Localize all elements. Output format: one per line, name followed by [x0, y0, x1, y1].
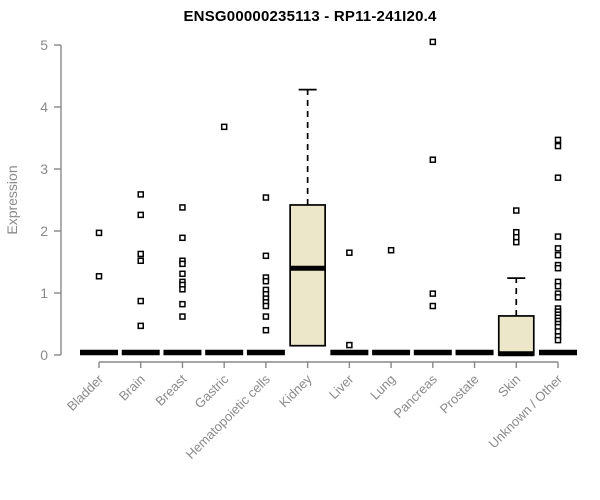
box-rect: [289, 204, 326, 347]
outlier-point: [554, 136, 562, 144]
outlier-point: [387, 246, 395, 254]
x-category-label: Bladder: [64, 371, 107, 414]
chart-title: ENSG00000235113 - RP11-241I20.4: [183, 8, 437, 25]
outlier-point: [513, 207, 520, 214]
x-category-label: Pancreas: [390, 371, 440, 421]
outlier-point: [262, 313, 270, 320]
outlier-point: [554, 174, 562, 181]
outlier-point: [346, 341, 353, 349]
x-category-label: Brain: [116, 372, 148, 404]
outlier-point: [137, 250, 144, 258]
outlier-point: [179, 260, 186, 268]
box-rect: [497, 315, 535, 356]
outlier-point: [137, 322, 144, 330]
outlier-point: [429, 38, 437, 46]
outlier-point: [554, 336, 562, 344]
outlier-point: [179, 234, 186, 242]
outlier-point: [554, 251, 562, 259]
outlier-point: [429, 290, 437, 297]
outlier-point: [220, 123, 228, 131]
outlier-point: [554, 264, 562, 272]
outlier-point: [179, 270, 186, 278]
outlier-point: [137, 257, 144, 265]
outlier-point: [137, 211, 144, 219]
x-category-label: Kidney: [276, 371, 315, 410]
outlier-point: [554, 142, 562, 150]
outlier-point: [137, 191, 144, 198]
outlier-point: [429, 302, 437, 310]
outlier-point: [262, 277, 270, 285]
outlier-point: [262, 326, 270, 334]
y-tick-label: 1: [40, 285, 48, 301]
outlier-point: [179, 204, 186, 211]
x-category-label: Prostate: [437, 372, 482, 417]
outlier-point: [137, 297, 144, 305]
outlier-point: [429, 156, 437, 163]
y-tick-label: 4: [40, 99, 48, 115]
outlier-point: [554, 294, 562, 301]
outlier-point: [554, 282, 562, 290]
outlier-point: [513, 238, 520, 246]
y-tick-label: 2: [40, 223, 48, 239]
x-category-label: Skin: [495, 372, 523, 400]
outlier-point: [179, 286, 186, 293]
x-category-label: Lung: [367, 372, 398, 403]
x-category-label: Gastric: [192, 371, 232, 411]
x-category-label: Liver: [326, 371, 357, 402]
outlier-point: [262, 302, 270, 310]
x-category-label: Breast: [152, 371, 189, 408]
outlier-point: [554, 245, 562, 252]
outlier-point: [95, 229, 103, 237]
outlier-point: [262, 252, 270, 260]
x-category-label: Unknown / Other: [486, 371, 566, 451]
y-tick-label: 0: [40, 347, 48, 363]
outlier-point: [554, 233, 562, 240]
outlier-point: [346, 249, 353, 256]
y-tick-label: 5: [40, 37, 48, 53]
y-tick-label: 3: [40, 161, 48, 177]
outlier-point: [95, 273, 103, 280]
outlier-point: [179, 313, 186, 320]
outlier-point: [179, 300, 186, 308]
y-axis-label: Expression: [4, 165, 20, 235]
outlier-point: [262, 194, 270, 201]
